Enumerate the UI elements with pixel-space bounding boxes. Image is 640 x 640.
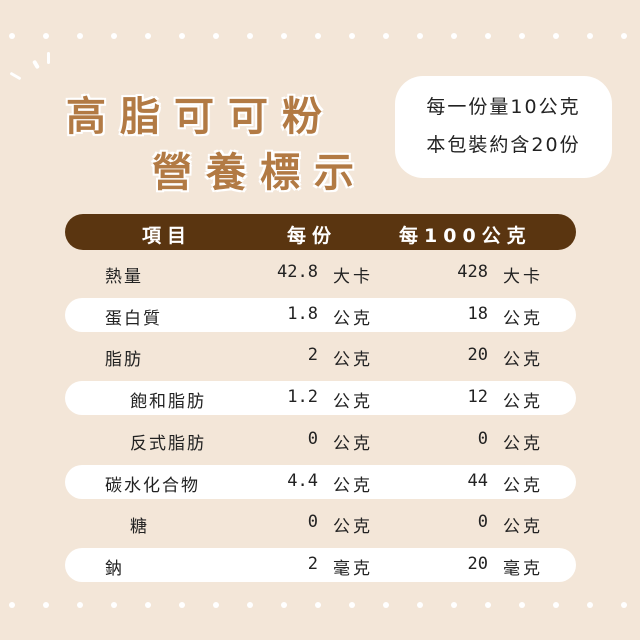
table-row: 脂肪 2 公克 20 公克 (65, 339, 576, 373)
dot (383, 33, 389, 39)
row-label: 脂肪 (105, 350, 143, 371)
dot (77, 602, 83, 608)
dot (519, 33, 525, 39)
dot (417, 602, 423, 608)
per-serving-value: 0 (307, 428, 318, 449)
row-label: 蛋白質 (105, 308, 162, 329)
table-row: 蛋白質 1.8 公克 18 公克 (65, 297, 576, 332)
dot (553, 33, 559, 39)
dot (145, 602, 151, 608)
dot (145, 33, 151, 39)
dot (349, 33, 355, 39)
per-100g-value: 20 (467, 553, 488, 574)
per-serving-unit: 大卡 (333, 267, 373, 287)
per-serving-unit: 毫克 (333, 558, 373, 579)
per-serving-value: 2 (307, 553, 318, 574)
per-serving-unit: 公克 (333, 517, 373, 538)
per-100g-value: 44 (467, 470, 488, 491)
per-100g-unit: 公克 (503, 475, 543, 496)
per-serving-value: 1.8 (287, 303, 318, 324)
per-100g-value: 12 (467, 387, 488, 408)
dot (111, 602, 117, 608)
dot (43, 33, 49, 39)
per-100g-unit: 公克 (503, 517, 543, 538)
per-serving-unit: 公克 (333, 308, 373, 329)
per-100g-unit: 公克 (503, 350, 543, 371)
serving-info-box: 每一份量10公克 本包裝約含20份 (395, 76, 612, 178)
per-100g-unit: 大卡 (503, 267, 543, 287)
dot (43, 602, 49, 608)
dot (621, 33, 627, 39)
per-serving-value: 42.8 (277, 262, 318, 282)
servings-per-package: 本包裝約含20份 (426, 134, 581, 156)
row-label: 鈉 (105, 558, 124, 579)
dot (179, 33, 185, 39)
dot (451, 33, 457, 39)
dot (451, 602, 457, 608)
per-100g-unit: 公克 (503, 308, 543, 329)
dot (485, 602, 491, 608)
dot (9, 33, 15, 39)
dot (213, 33, 219, 39)
dot (179, 602, 185, 608)
per-serving-value: 2 (307, 345, 318, 366)
table-row: 熱量 42.8 大卡 428 大卡 (65, 256, 576, 290)
serving-size: 每一份量10公克 (426, 96, 581, 118)
table-row: 飽和脂肪 1.2 公克 12 公克 (65, 381, 576, 416)
dot (281, 602, 287, 608)
dot (247, 602, 253, 608)
per-100g-value: 18 (467, 303, 488, 324)
dot (281, 33, 287, 39)
dot (485, 33, 491, 39)
header-per-100g: 每100公克 (399, 225, 532, 247)
per-100g-unit: 公克 (503, 433, 543, 454)
row-label: 糖 (130, 517, 149, 538)
dot (247, 33, 253, 39)
per-serving-unit: 公克 (333, 433, 373, 454)
per-100g-value: 0 (477, 512, 488, 533)
per-100g-value: 0 (477, 428, 488, 449)
dot (621, 602, 627, 608)
per-100g-value: 428 (457, 262, 488, 282)
dot (213, 602, 219, 608)
title-line1: 高脂可可粉 (66, 94, 336, 140)
table-row: 反式脂肪 0 公克 0 公克 (65, 423, 576, 457)
row-label: 熱量 (105, 267, 143, 287)
dot (315, 602, 321, 608)
row-label: 飽和脂肪 (130, 392, 206, 413)
per-serving-value: 1.2 (287, 387, 318, 408)
dot (315, 33, 321, 39)
per-serving-unit: 公克 (333, 475, 373, 496)
dot (553, 602, 559, 608)
per-serving-unit: 公克 (333, 350, 373, 371)
dot (111, 33, 117, 39)
per-serving-value: 0 (307, 512, 318, 533)
per-100g-unit: 毫克 (503, 558, 543, 579)
dot (519, 602, 525, 608)
dot (9, 602, 15, 608)
row-label: 反式脂肪 (130, 433, 206, 454)
header-per-serving: 每份 (287, 225, 338, 247)
dot (417, 33, 423, 39)
per-100g-unit: 公克 (503, 392, 543, 413)
header-item: 項目 (142, 225, 193, 247)
dot-border-bottom (0, 602, 640, 610)
title-line2: 營養標示 (152, 150, 368, 196)
table-row: 糖 0 公克 0 公克 (65, 506, 576, 540)
dot (587, 33, 593, 39)
dot-border-top (0, 33, 640, 41)
table-row: 鈉 2 毫克 20 毫克 (65, 547, 576, 582)
table-row: 碳水化合物 4.4 公克 44 公克 (65, 464, 576, 499)
dot (587, 602, 593, 608)
dot (77, 33, 83, 39)
per-100g-value: 20 (467, 345, 488, 366)
per-serving-value: 4.4 (287, 470, 318, 491)
row-label: 碳水化合物 (105, 475, 200, 496)
dot (349, 602, 355, 608)
table-header: 項目 每份 每100公克 (65, 214, 576, 250)
dot (383, 602, 389, 608)
per-serving-unit: 公克 (333, 392, 373, 413)
